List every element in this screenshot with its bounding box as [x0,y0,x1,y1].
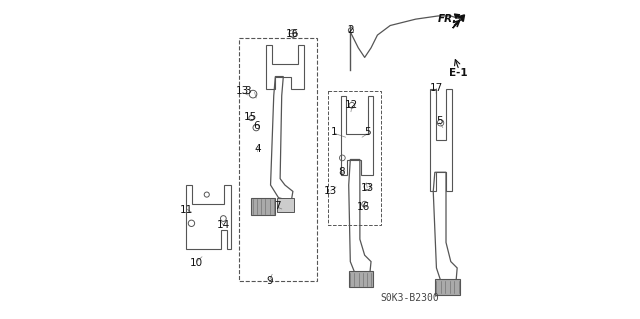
Text: 10: 10 [190,258,203,268]
Text: 13: 13 [360,183,374,193]
Text: 3: 3 [244,86,251,96]
FancyArrow shape [452,15,465,28]
Bar [349,271,372,287]
Text: FR.: FR. [438,14,458,24]
Text: E-1: E-1 [449,68,468,78]
Text: 15: 15 [244,112,257,122]
Text: 6: 6 [253,121,260,131]
Text: 7: 7 [274,201,280,211]
Text: 1: 1 [331,127,338,137]
Text: 11: 11 [180,205,193,215]
Text: 16: 16 [357,202,371,212]
Text: S0K3-B2300: S0K3-B2300 [380,293,438,303]
Text: 13: 13 [236,86,250,96]
Bar [277,198,294,212]
Text: 14: 14 [217,220,230,230]
Text: 9: 9 [267,276,273,286]
Text: 8: 8 [339,167,345,177]
Bar [435,279,460,295]
Text: 4: 4 [254,144,260,154]
Text: 5: 5 [436,115,443,126]
Text: 16: 16 [285,29,299,40]
Bar [252,198,275,215]
Text: 13: 13 [324,186,337,197]
Text: 12: 12 [345,100,358,110]
Bar [239,38,317,281]
Text: 5: 5 [364,127,371,137]
Text: 17: 17 [430,83,443,93]
Bar [328,91,381,225]
Text: 2: 2 [347,25,354,35]
